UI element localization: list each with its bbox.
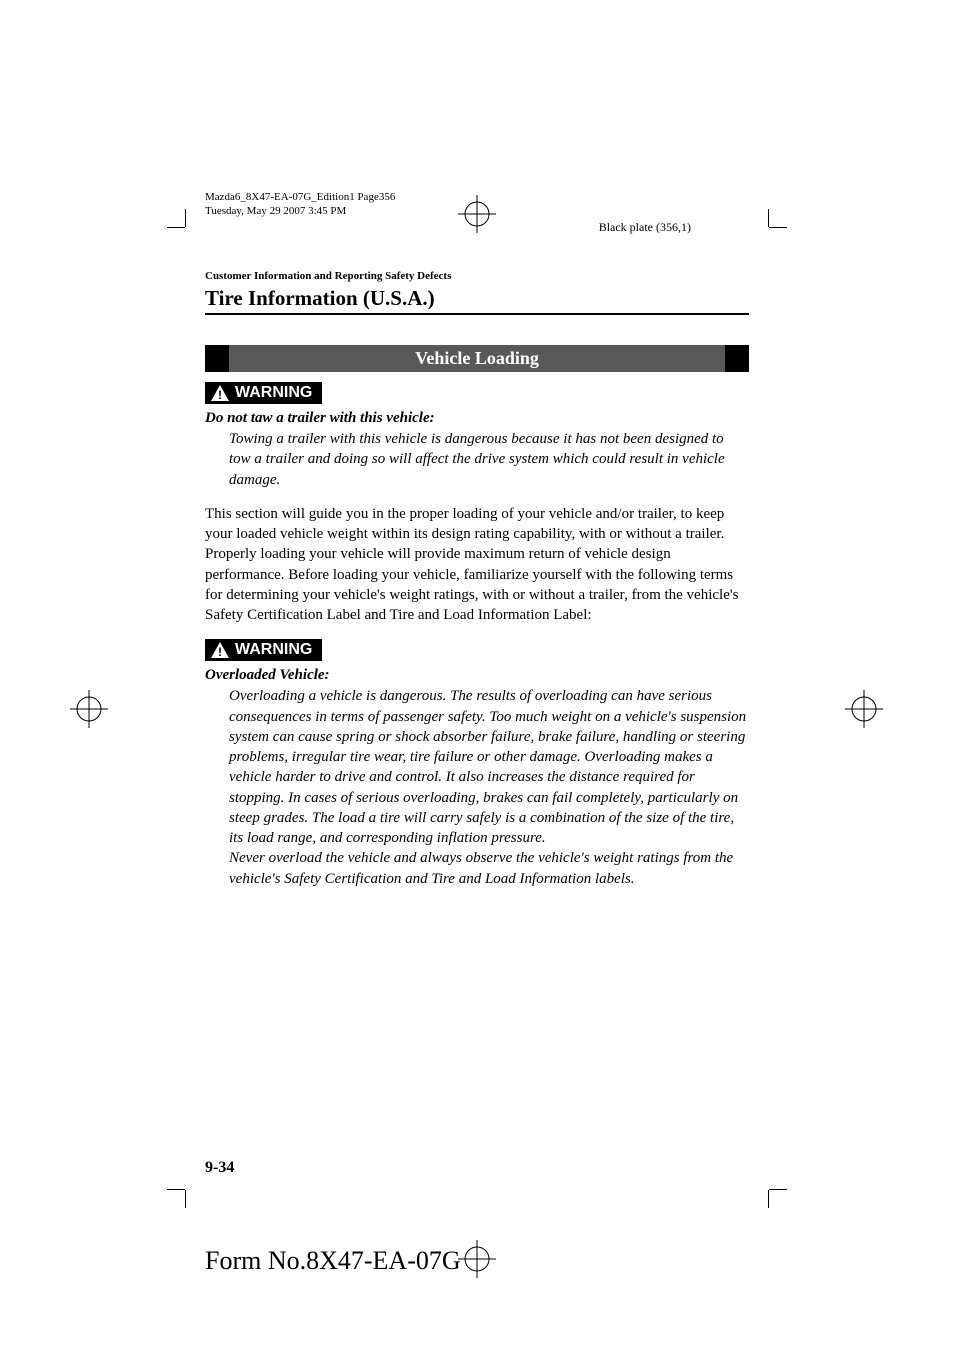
banner-cap-right: [725, 345, 749, 372]
registration-mark-icon: [70, 690, 108, 728]
warning-label-text: WARNING: [235, 384, 312, 402]
warning-body: Towing a trailer with this vehicle is da…: [205, 429, 749, 490]
warning-body-p1: Overloading a vehicle is dangerous. The …: [229, 688, 746, 846]
warning-heading: Do not taw a trailer with this vehicle:: [205, 410, 749, 427]
warning-body: Overloading a vehicle is dangerous. The …: [205, 686, 749, 889]
page-number: 9-34: [205, 1159, 234, 1177]
registration-mark-icon: [458, 195, 496, 233]
black-plate-label: Black plate (356,1): [599, 220, 691, 235]
section-title: Tire Information (U.S.A.): [205, 286, 749, 315]
crop-mark: [769, 227, 787, 228]
breadcrumb: Customer Information and Reporting Safet…: [205, 270, 749, 282]
crop-mark: [768, 209, 769, 227]
crop-mark: [167, 1189, 185, 1190]
crop-mark: [769, 1189, 787, 1190]
warning-triangle-icon: !: [211, 385, 229, 401]
crop-mark: [768, 1190, 769, 1208]
crop-mark: [185, 209, 186, 227]
section-banner: Vehicle Loading: [205, 345, 749, 372]
crop-mark: [167, 227, 185, 228]
warning-triangle-icon: !: [211, 642, 229, 658]
registration-mark-icon: [845, 690, 883, 728]
warning-heading: Overloaded Vehicle:: [205, 667, 749, 684]
doc-timestamp: Tuesday, May 29 2007 3:45 PM: [205, 205, 395, 219]
page-content: Customer Information and Reporting Safet…: [205, 270, 749, 903]
document-meta: Mazda6_8X47-EA-07G_Edition1 Page356 Tues…: [205, 191, 395, 219]
doc-id-line: Mazda6_8X47-EA-07G_Edition1 Page356: [205, 191, 395, 205]
warning-label: ! WARNING: [205, 639, 322, 661]
registration-mark-icon: [458, 1240, 496, 1278]
warning-body-p2: Never overload the vehicle and always ob…: [229, 850, 733, 886]
banner-title: Vehicle Loading: [229, 345, 725, 372]
form-number: Form No.8X47-EA-07G: [205, 1246, 461, 1276]
svg-text:!: !: [218, 388, 222, 401]
warning-label: ! WARNING: [205, 382, 322, 404]
body-paragraph: This section will guide you in the prope…: [205, 504, 749, 626]
svg-text:!: !: [218, 645, 222, 658]
crop-mark: [185, 1190, 186, 1208]
warning-label-text: WARNING: [235, 641, 312, 659]
banner-cap-left: [205, 345, 229, 372]
